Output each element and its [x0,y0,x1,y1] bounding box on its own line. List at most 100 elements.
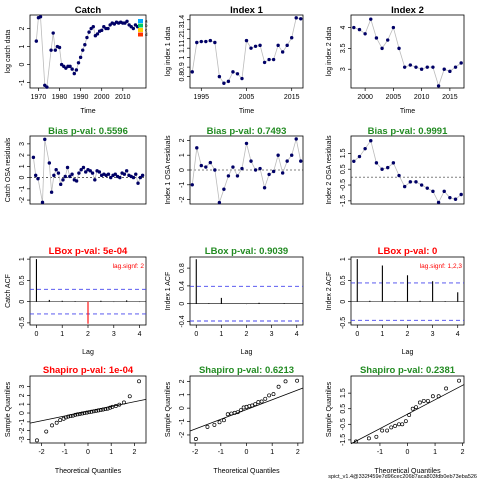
data-point [49,190,54,194]
data-point [95,32,100,36]
qq-point [421,398,426,403]
x-tick-label: 0 [245,449,249,456]
data-point [386,38,390,42]
y-tick-label: 0.5 [340,275,347,285]
legend-swatch [138,28,143,32]
y-tick-label: 1.5 [340,388,347,398]
data-point [294,16,298,20]
y-tick-label: -1.5 [340,195,347,207]
y-tick-label: 1 [19,44,26,48]
x-axis-label: Lag [82,349,94,356]
x-tick-label: 2 [296,449,300,456]
data-point [31,155,36,160]
data-point [448,195,452,200]
data-point [57,45,62,50]
panel-title: Bias p-val: 0.7493 [207,126,287,137]
y-axis-label: Index 1 ACF [165,272,172,311]
data-point [38,15,43,19]
x-tick-label: -1 [62,449,68,456]
data-point [374,161,379,165]
qq-point [400,422,405,427]
x-tick-label: 1995 [194,94,210,101]
data-point [369,139,373,143]
data-point [408,180,413,184]
qq-point [217,420,222,425]
data-point [56,171,61,175]
data-point [100,28,104,33]
x-tick-label: 2015 [442,94,458,101]
y-axis-label: Sample Quantiles [326,381,333,437]
data-point [299,159,303,163]
y-tick-label: 1.5 [340,148,347,158]
y-tick-label: 0 [19,176,26,180]
panel-6: Bias p-val: 0.9991 Index 2 OSA residuals -… [326,126,465,207]
data-point [290,153,294,157]
x-tick-label: 2 [86,331,90,338]
data-point [253,168,258,172]
data-point [262,186,267,190]
data-point [217,74,222,79]
data-point [231,165,235,169]
y-tick-label: 4 [340,25,347,29]
x-tick-label: 2000 [94,94,110,101]
legend-label: d [145,32,148,37]
y-tick-label: 0.8 [179,72,186,82]
qq-point [205,424,210,429]
x-tick-label: 2 [406,331,410,338]
qq-point [105,406,110,411]
x-tick-label: -2 [38,449,44,456]
qq-point [113,404,118,408]
data-point [285,159,289,163]
y-tick-label: 1 [179,153,186,157]
x-tick-label: 2 [132,449,136,456]
data-point [204,165,208,169]
series-line [35,16,138,88]
panel-11: Shapiro p-val: 0.6213 Theoretical Quantil… [165,365,304,475]
y-tick-label: -2 [179,432,186,438]
data-point [68,174,72,179]
data-point [258,43,262,48]
x-tick-label: 4 [295,331,299,338]
data-point [235,174,240,178]
qq-point [385,428,390,433]
data-point [363,146,367,151]
y-tick-label: 0 [179,406,186,410]
x-tick-label: -1 [377,449,383,456]
qq-point [89,409,94,414]
data-point [285,43,289,48]
data-point [267,172,271,177]
data-point [40,200,45,205]
legend-swatch [138,19,143,23]
panel-7: LBox p-val: 5e-04 Lag Catch ACF 0 1 2 3 4 -0.5 0 0… [5,246,147,356]
data-point [280,50,285,54]
data-point [81,48,85,52]
data-point [87,30,91,34]
data-point [140,173,145,178]
y-tick-label: 0.9 [179,62,186,72]
data-point [235,72,240,76]
data-point [271,169,276,174]
data-point [134,172,138,176]
y-tick-label: -0.5 [340,418,347,430]
y-tick-label: 0.8 [179,263,186,273]
qq-point [221,418,226,423]
data-point [84,170,88,174]
data-point [43,137,47,142]
x-tick-label: 1980 [52,94,68,101]
panel-title: Bias p-val: 0.9991 [368,126,448,137]
y-tick-label: 0 [179,302,186,306]
x-axis-label: Theoretical Quantiles [55,468,122,475]
data-point [51,31,55,35]
plot-frame [29,135,147,205]
data-point [70,172,74,176]
lag-annotation: lag.signf: 2 [113,263,145,270]
qq-point [457,378,461,383]
data-point [204,39,208,44]
qq-point [436,394,441,399]
x-tick-label: -2 [192,449,198,456]
qq-point [410,406,415,411]
qq-point [110,404,115,409]
qq-point [256,400,261,405]
panel-title: Shapiro p-val: 0.6213 [199,365,294,376]
panel-title: Shapiro p-val: 0.2381 [360,365,456,376]
